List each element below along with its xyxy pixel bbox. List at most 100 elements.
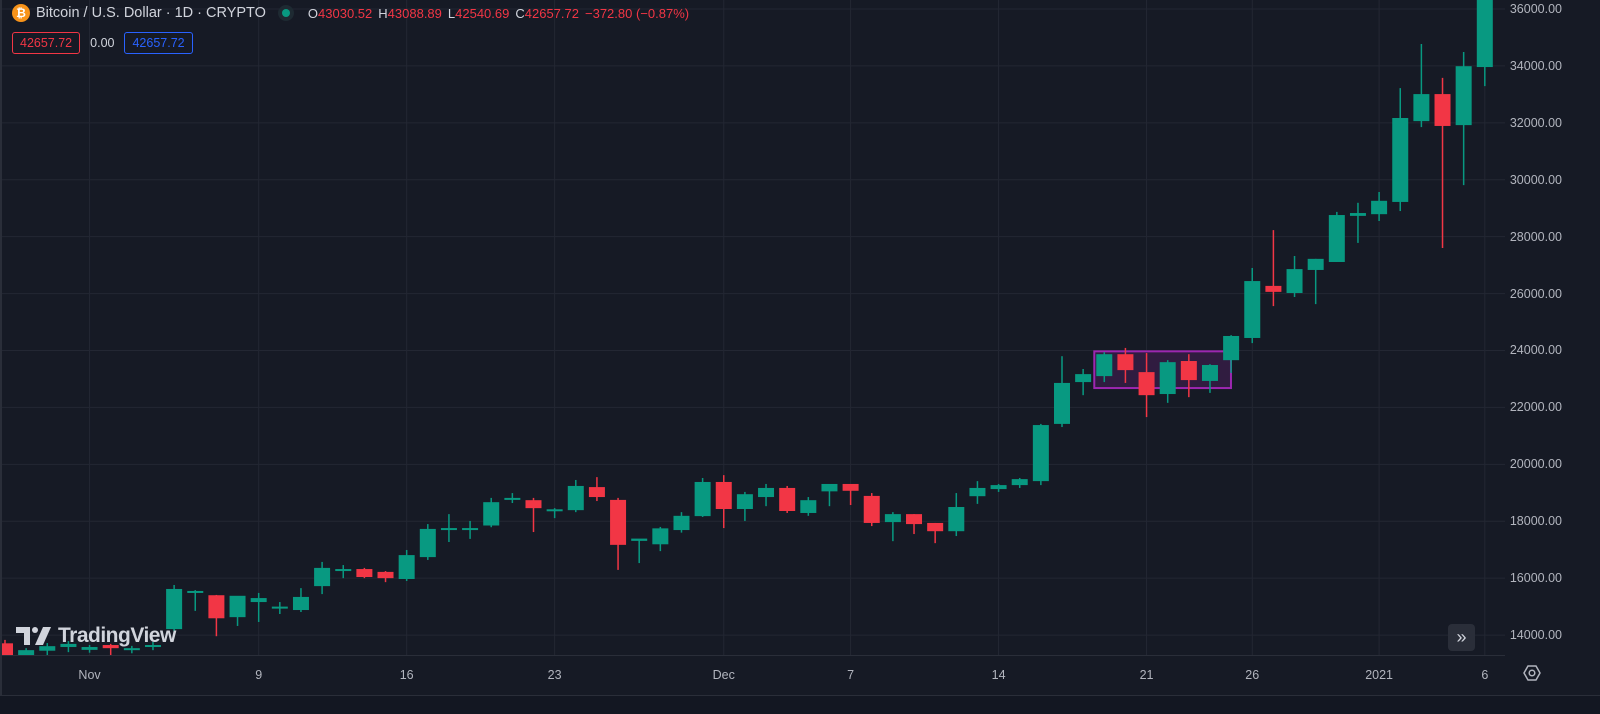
open-value: 43030.52 bbox=[318, 5, 373, 21]
price-tick-label: 14000.00 bbox=[1509, 628, 1562, 643]
candle bbox=[863, 493, 880, 527]
time-tick-label: 2021 bbox=[1365, 668, 1393, 682]
candle bbox=[81, 645, 98, 653]
candle bbox=[800, 497, 817, 516]
time-tick-label: Dec bbox=[712, 668, 735, 682]
time-tick-label: 26 bbox=[1245, 668, 1260, 682]
candle bbox=[990, 483, 1007, 492]
candle bbox=[1476, 0, 1493, 87]
candle bbox=[1054, 356, 1070, 428]
candle bbox=[419, 524, 436, 560]
candle bbox=[1434, 77, 1451, 249]
candle bbox=[356, 567, 373, 579]
time-tick-label: 6 bbox=[1481, 668, 1489, 682]
candle bbox=[1201, 364, 1218, 393]
candle bbox=[123, 645, 140, 654]
candle bbox=[715, 475, 732, 529]
candle bbox=[483, 497, 500, 528]
candle bbox=[250, 592, 267, 622]
candle bbox=[18, 648, 35, 655]
candle bbox=[1159, 360, 1176, 403]
time-tick-label: 9 bbox=[255, 668, 263, 682]
candle bbox=[610, 497, 627, 570]
price-tick-label: 26000.00 bbox=[1509, 286, 1562, 301]
market-status-icon[interactable] bbox=[277, 5, 294, 21]
high-value: 43088.89 bbox=[387, 5, 442, 21]
candle bbox=[631, 538, 648, 564]
left-border bbox=[0, 0, 2, 695]
tradingview-logo-icon bbox=[16, 627, 51, 645]
candle bbox=[821, 483, 838, 507]
candle bbox=[842, 483, 859, 506]
close-value: 42657.72 bbox=[524, 5, 579, 21]
candle bbox=[39, 643, 56, 655]
indicator-value-red: 42657.72 bbox=[12, 32, 81, 54]
price-tick-label: 30000.00 bbox=[1509, 172, 1562, 187]
candle bbox=[1328, 211, 1345, 262]
candle bbox=[546, 508, 563, 519]
candle bbox=[1096, 352, 1113, 383]
candle bbox=[398, 549, 415, 581]
price-tick-label: 24000.00 bbox=[1509, 343, 1562, 358]
indicator-value-blue: 42657.72 bbox=[124, 32, 193, 54]
candle bbox=[1075, 368, 1092, 396]
candle bbox=[377, 571, 394, 583]
candle bbox=[884, 512, 901, 542]
candle bbox=[652, 526, 669, 552]
scroll-to-realtime-button[interactable]: » bbox=[1448, 624, 1475, 651]
change-value: −372.80 (−0.87%) bbox=[585, 5, 690, 21]
candle bbox=[736, 491, 753, 521]
candle bbox=[208, 594, 225, 637]
symbol-legend: ₿ Bitcoin / U.S. Dollar · 1D · CRYPTO O4… bbox=[12, 4, 689, 22]
candle bbox=[1371, 191, 1388, 222]
price-tick-label: 32000.00 bbox=[1509, 115, 1562, 130]
indicator-values: 42657.72 0.00 42657.72 bbox=[12, 32, 193, 54]
candle bbox=[1349, 202, 1366, 243]
time-tick-label: 7 bbox=[847, 668, 855, 682]
candle bbox=[1244, 267, 1261, 344]
candle bbox=[102, 643, 119, 655]
candle bbox=[60, 641, 77, 653]
candle bbox=[462, 520, 479, 539]
price-tick-label: 34000.00 bbox=[1509, 58, 1562, 73]
candle bbox=[314, 561, 331, 595]
price-tick-label: 20000.00 bbox=[1509, 457, 1562, 472]
candle bbox=[927, 522, 944, 544]
price-tick-label: 18000.00 bbox=[1509, 514, 1562, 529]
candle bbox=[1455, 51, 1472, 186]
candle bbox=[144, 641, 161, 651]
tradingview-logo-text: TradingView bbox=[58, 624, 176, 647]
candle bbox=[1117, 347, 1134, 383]
candle bbox=[525, 497, 542, 533]
candle bbox=[1307, 258, 1324, 305]
symbol-title[interactable]: Bitcoin / U.S. Dollar · 1D · CRYPTO bbox=[36, 5, 266, 21]
candlestick-chart[interactable] bbox=[0, 0, 1505, 655]
candle bbox=[1032, 423, 1049, 486]
settings-icon bbox=[1523, 665, 1541, 681]
chart-settings-button[interactable] bbox=[1522, 663, 1542, 683]
chart-pane[interactable]: ₿ Bitcoin / U.S. Dollar · 1D · CRYPTO O4… bbox=[0, 0, 1505, 655]
candle bbox=[779, 485, 796, 513]
time-axis[interactable]: Nov 9 16 23 Dec 7 14 21 26 2021 6 bbox=[0, 655, 1505, 696]
time-tick-label: 23 bbox=[547, 668, 562, 682]
candle bbox=[440, 514, 457, 543]
candle bbox=[271, 602, 288, 615]
time-tick-label: Nov bbox=[78, 668, 101, 682]
price-tick-label: 22000.00 bbox=[1509, 400, 1562, 415]
indicator-value-plain: 0.00 bbox=[90, 36, 115, 50]
candle bbox=[1011, 477, 1028, 488]
time-tick-label: 16 bbox=[399, 668, 414, 682]
candle bbox=[187, 590, 204, 611]
candle bbox=[292, 588, 309, 613]
candle bbox=[1265, 230, 1282, 307]
time-tick-label: 14 bbox=[991, 668, 1006, 682]
candle bbox=[673, 512, 690, 533]
price-axis[interactable]: 14000.00 16000.00 18000.00 20000.00 22000.00… bbox=[1505, 0, 1600, 655]
candle bbox=[335, 565, 352, 579]
candle bbox=[906, 514, 923, 535]
bitcoin-icon: ₿ bbox=[12, 4, 30, 22]
candle bbox=[969, 481, 986, 504]
candle bbox=[1392, 88, 1409, 212]
tradingview-logo[interactable]: TradingView bbox=[16, 624, 176, 648]
candle bbox=[588, 477, 605, 502]
